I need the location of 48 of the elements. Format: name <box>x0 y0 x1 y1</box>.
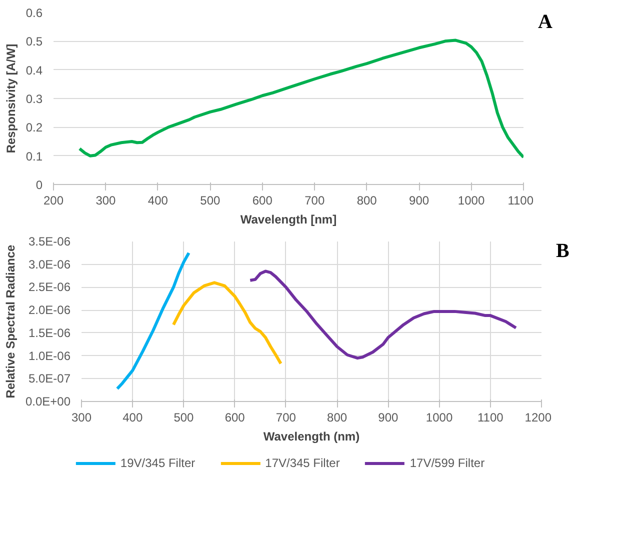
y-tick-label: 0.1 <box>26 149 43 164</box>
y-tick-label: 3.0E-06 <box>28 257 71 272</box>
y-tick-label: 5.0E-07 <box>28 372 71 386</box>
y-tick-label: 0.6 <box>26 6 43 20</box>
line-series <box>116 251 190 390</box>
x-tick-label: 800 <box>327 410 348 424</box>
x-tick-label: 500 <box>174 410 194 424</box>
x-tick-label: 1100 <box>477 410 504 424</box>
x-tick-label: 1000 <box>426 410 453 424</box>
x-tick-label: 300 <box>71 410 92 424</box>
y-tick-label: 0.5 <box>26 34 43 49</box>
y-tick-label: 0.2 <box>26 120 43 135</box>
x-tick-label: 700 <box>276 410 296 424</box>
y-tick-label: 3.5E-06 <box>28 234 71 248</box>
y-axis-title: Relative Spectral Radiance <box>3 244 18 398</box>
text: A <box>538 10 552 35</box>
legend-label: 19V/345 Filter <box>120 456 196 470</box>
y-tick-label: 2.5E-06 <box>28 280 71 294</box>
line-series <box>78 38 524 159</box>
y-tick-label: 0.4 <box>26 63 43 78</box>
y-tick-label: 0.3 <box>26 92 43 106</box>
text: B <box>556 239 570 264</box>
line-series <box>172 281 282 366</box>
legend-label: 17V/345 Filter <box>265 456 340 470</box>
y-axis-title: Responsivity [A/W] <box>4 44 18 154</box>
x-tick-label: 900 <box>409 194 430 208</box>
x-axis-title: Wavelength [nm] <box>240 212 337 226</box>
x-tick-label: 700 <box>304 194 325 208</box>
x-tick-label: 500 <box>200 194 221 208</box>
x-tick-label: 600 <box>252 194 273 208</box>
y-tick-label: 1.5E-06 <box>28 326 71 340</box>
x-tick-label: 300 <box>96 194 116 208</box>
x-tick-label: 1000 <box>458 194 485 208</box>
line-series <box>248 270 518 360</box>
x-tick-label: 1100 <box>508 194 534 208</box>
y-tick-label: 1.0E-06 <box>28 348 71 363</box>
x-tick-label: 900 <box>378 410 399 424</box>
x-tick-label: 400 <box>148 194 168 208</box>
y-tick-label: 0.0E+00 <box>25 394 71 408</box>
y-tick-label: 2.0E-06 <box>28 303 71 318</box>
x-axis-title: Wavelength (nm) <box>263 430 360 444</box>
x-tick-label: 400 <box>122 410 143 424</box>
x-tick-label: 600 <box>224 410 246 424</box>
y-tick-label: 0 <box>36 178 43 192</box>
x-tick-label: 200 <box>43 194 64 208</box>
x-tick-label: 1200 <box>524 410 552 424</box>
legend-label: 17V/599 Filter <box>410 456 485 470</box>
x-tick-label: 800 <box>356 194 378 208</box>
